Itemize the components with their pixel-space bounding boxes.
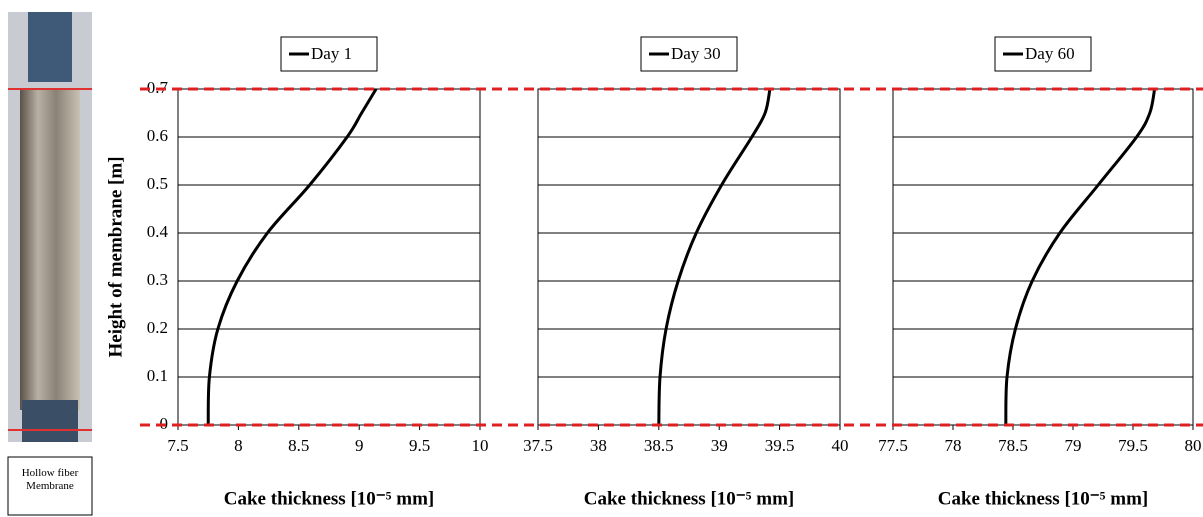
x-tick-label: 78.5 — [998, 436, 1028, 455]
y-tick-label: 0 — [160, 414, 169, 433]
x-tick-label: 40 — [832, 436, 849, 455]
legend: Day 60 — [995, 37, 1091, 71]
x-tick-label: 7.5 — [167, 436, 188, 455]
x-tick-label: 37.5 — [523, 436, 553, 455]
x-tick-label: 79 — [1065, 436, 1082, 455]
membrane-photo — [8, 12, 92, 442]
y-tick-label: 0.5 — [147, 174, 168, 193]
figure: Hollow fiber Membrane 0 0.1 0.2 0.3 0.4 0.5 0.… — [0, 0, 1203, 517]
x-tick-label: 79.5 — [1118, 436, 1148, 455]
x-tick-label: 38 — [590, 436, 607, 455]
y-tick-label: 0.6 — [147, 126, 168, 145]
x-tick-label: 77.5 — [878, 436, 908, 455]
y-axis-label: Height of membrane [m] — [105, 156, 126, 357]
x-tick-label: 10 — [472, 436, 489, 455]
legend-label: Day 1 — [311, 44, 352, 63]
x-tick-label: 80 — [1185, 436, 1202, 455]
plot-area — [178, 89, 480, 425]
image-caption: Hollow fiber Membrane — [10, 467, 90, 493]
x-tick-label: 8 — [234, 436, 243, 455]
caption-wrap: Hollow fiber Membrane — [10, 467, 90, 511]
x-axis-label: Cake thickness [10⁻⁵ mm] — [224, 488, 434, 509]
y-tick-label: 0.1 — [147, 366, 168, 385]
y-tick-label: 0.4 — [147, 222, 169, 241]
y-tick-label: 0.3 — [147, 270, 168, 289]
legend: Day 30 — [641, 37, 737, 71]
x-tick-label: 39.5 — [765, 436, 795, 455]
x-tick-label: 39 — [711, 436, 728, 455]
legend: Day 1 — [281, 37, 377, 71]
page: Hollow fiber Membrane 0 0.1 0.2 0.3 0.4 0.5 0.… — [0, 0, 1203, 517]
x-tick-label: 8.5 — [288, 436, 309, 455]
y-tick-label: 0.2 — [147, 318, 168, 337]
x-axis-label: Cake thickness [10⁻⁵ mm] — [584, 488, 794, 509]
plot-area — [538, 89, 840, 425]
legend-label: Day 30 — [671, 44, 721, 63]
x-tick-label: 38.5 — [644, 436, 674, 455]
legend-label: Day 60 — [1025, 44, 1075, 63]
x-tick-label: 78 — [945, 436, 962, 455]
y-tick-label: 0.7 — [147, 78, 169, 97]
x-axis-label: Cake thickness [10⁻⁵ mm] — [938, 488, 1148, 509]
x-tick-label: 9.5 — [409, 436, 430, 455]
x-tick-label: 9 — [355, 436, 364, 455]
